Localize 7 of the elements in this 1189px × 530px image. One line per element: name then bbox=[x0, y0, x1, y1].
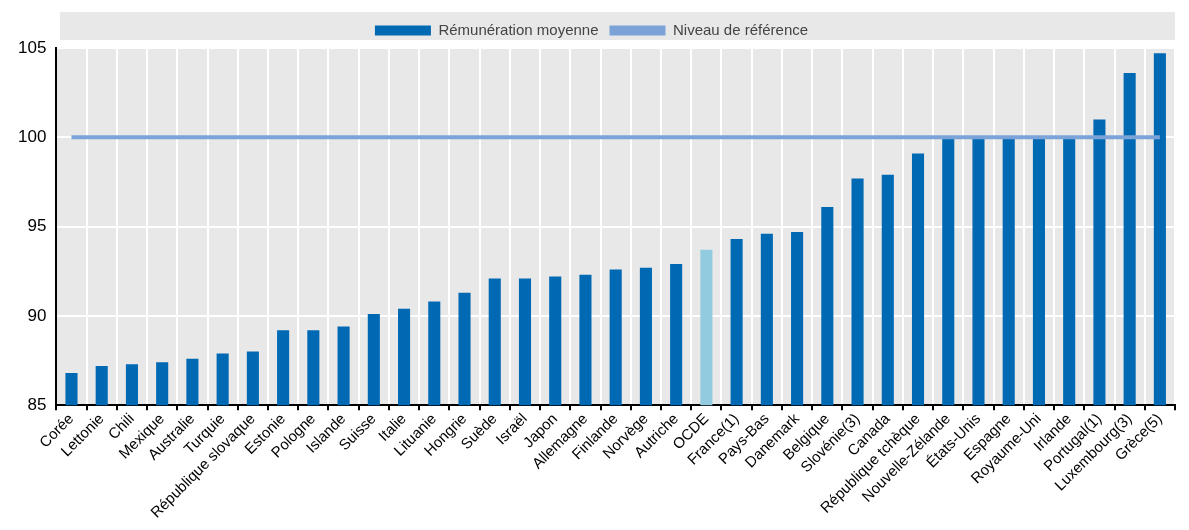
y-tick-label: 100 bbox=[17, 126, 47, 146]
y-tick-label: 85 bbox=[27, 394, 47, 414]
y-tick-label: 90 bbox=[27, 305, 47, 325]
legend-label: Rémunération moyenne bbox=[438, 20, 599, 38]
y-tick-label: 105 bbox=[17, 37, 47, 57]
legend-label: Niveau de référence bbox=[673, 20, 809, 38]
y-tick-label: 95 bbox=[27, 216, 47, 236]
